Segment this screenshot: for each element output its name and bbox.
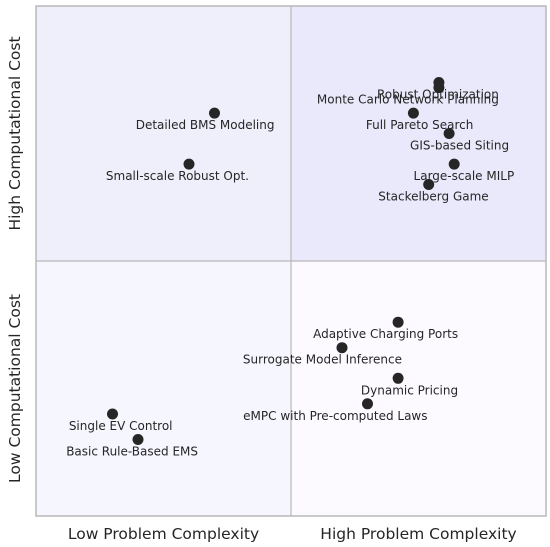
y-category-low: Low Computational Cost bbox=[6, 294, 24, 483]
data-point-label: Full Pareto Search bbox=[366, 118, 474, 132]
quadrant-bottom-right bbox=[291, 261, 546, 516]
quadrant-backgrounds bbox=[36, 6, 546, 516]
data-point bbox=[407, 107, 419, 119]
data-point bbox=[443, 128, 455, 139]
data-point bbox=[132, 434, 144, 445]
data-point-label: Robust Optimization bbox=[377, 88, 499, 102]
data-point-label: Surrogate Model Inference bbox=[243, 353, 402, 367]
data-point-label: GIS-based Siting bbox=[410, 139, 509, 153]
data-point bbox=[392, 372, 404, 384]
quadrant-bottom-left bbox=[36, 261, 291, 516]
data-point-label: Basic Rule-Based EMS bbox=[66, 445, 198, 459]
data-point bbox=[392, 316, 404, 328]
data-point-label: Stackelberg Game bbox=[378, 190, 488, 204]
data-point-label: Dynamic Pricing bbox=[361, 383, 458, 397]
quadrant-top-left bbox=[36, 6, 291, 261]
data-point bbox=[107, 408, 118, 420]
y-category-high: High Computational Cost bbox=[6, 36, 24, 230]
data-point bbox=[209, 107, 220, 119]
data-point bbox=[336, 342, 348, 354]
x-category-low: Low Problem Complexity bbox=[68, 525, 259, 543]
data-point-label: Detailed BMS Modeling bbox=[136, 118, 275, 132]
data-point bbox=[433, 82, 445, 94]
data-point-label: Adaptive Charging Ports bbox=[313, 327, 458, 341]
plot-frame bbox=[35, 5, 547, 517]
data-point-label: Small-scale Robust Opt. bbox=[106, 169, 249, 183]
quadrant-top-right bbox=[291, 6, 546, 261]
data-point-label: Monte Carlo Network Planning bbox=[317, 93, 499, 107]
x-category-high: High Problem Complexity bbox=[320, 525, 516, 543]
data-point bbox=[183, 158, 195, 170]
data-point bbox=[362, 398, 373, 410]
data-point-label: Large-scale MILP bbox=[414, 169, 515, 183]
data-point-label: Single EV Control bbox=[69, 419, 173, 433]
data-point bbox=[448, 158, 460, 170]
data-point bbox=[423, 179, 435, 190]
data-point-label: eMPC with Pre-computed Laws bbox=[243, 409, 427, 423]
